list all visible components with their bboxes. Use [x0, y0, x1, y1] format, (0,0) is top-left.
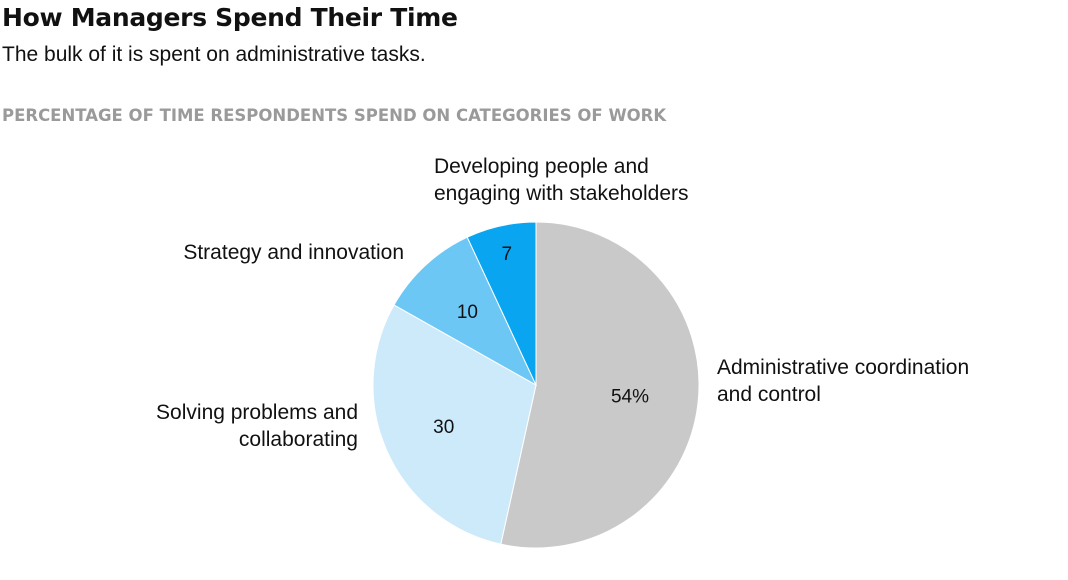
pie-value-labels: 54% 30 10 7 — [433, 244, 649, 438]
pie-slices — [372, 221, 700, 549]
chart-title: How Managers Spend Their Time — [2, 3, 458, 32]
pie-category-label: Solving problems and collaborating — [156, 401, 358, 451]
pie-category-label-line: collaborating — [239, 428, 358, 451]
pie-value-label: 54% — [611, 386, 649, 407]
pie-value-label: 10 — [457, 302, 478, 323]
pie-category-label: Strategy and innovation — [183, 241, 404, 264]
pie-category-label-line: and control — [717, 383, 821, 406]
pie-category-label: Administrative coordination and control — [717, 356, 969, 406]
pie-slice — [500, 221, 700, 549]
pie-category-label-line: Strategy and innovation — [183, 241, 404, 264]
pie-slice — [466, 221, 537, 386]
pie-category-labels: Administrative coordination and control So… — [156, 155, 969, 451]
pie-slice — [393, 236, 538, 387]
pie-category-label-line: Administrative coordination — [717, 356, 969, 379]
pie-slice — [372, 304, 537, 545]
pie-value-label: 30 — [433, 417, 454, 438]
section-label: PERCENTAGE OF TIME RESPONDENTS SPEND ON … — [2, 106, 667, 125]
pie-category-label: Developing people and engaging with stake… — [434, 155, 689, 205]
pie-category-label-line: Solving problems and — [156, 401, 358, 424]
chart-subtitle: The bulk of it is spent on administrativ… — [2, 43, 426, 66]
pie-category-label-line: Developing people and — [434, 155, 649, 178]
pie-value-label: 7 — [502, 244, 513, 265]
pie-category-label-line: engaging with stakeholders — [434, 182, 689, 205]
